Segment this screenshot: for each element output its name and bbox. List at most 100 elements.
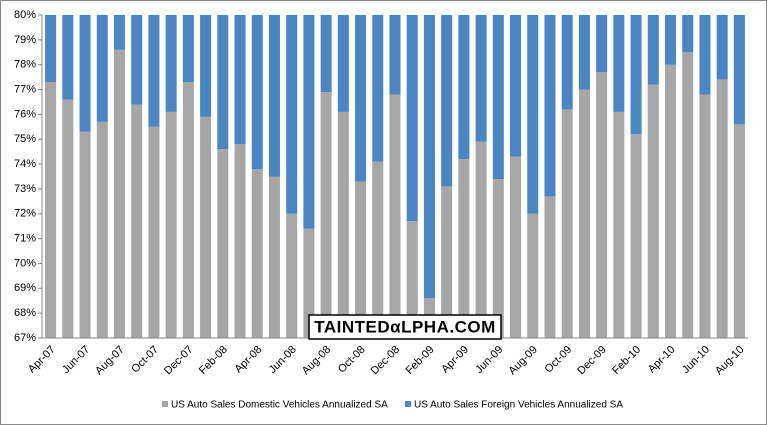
bar-segment (458, 15, 470, 160)
bar-segment (699, 94, 711, 338)
bar-segment (79, 15, 91, 132)
bar-segment (441, 15, 453, 187)
bar-segment (165, 111, 177, 338)
bar-segment (286, 15, 298, 214)
bar-segment (286, 213, 298, 338)
bar-segment (492, 178, 504, 338)
bar-segment (510, 15, 522, 157)
bar-segment (527, 15, 539, 214)
bar-segment (45, 15, 57, 83)
bar-segment (613, 111, 625, 338)
bar-segment (217, 149, 229, 338)
bar-segment (355, 15, 367, 182)
bar-segment (492, 15, 504, 179)
bar-segment (630, 134, 642, 338)
y-tick-label: 80% (14, 9, 36, 21)
bar-segment (45, 82, 57, 338)
bar-segment (165, 15, 177, 112)
bar-segment (320, 92, 332, 338)
bar-segment (62, 15, 74, 100)
y-tick-label: 76% (14, 108, 36, 120)
y-tick-label: 67% (14, 332, 36, 344)
bar-segment (544, 196, 556, 338)
bar-segment (630, 15, 642, 135)
bar-segment (303, 15, 315, 229)
bar-segment (234, 15, 246, 145)
y-tick-label: 69% (14, 282, 36, 294)
bar-segment (320, 15, 332, 93)
bar-segment (510, 156, 522, 338)
bar-segment (716, 15, 728, 80)
bar-segment (406, 15, 418, 222)
plot-area (45, 15, 745, 338)
bar-segment (148, 15, 160, 127)
bar-segment (372, 161, 384, 338)
bar-segment (578, 89, 590, 338)
bar-segment (182, 15, 194, 83)
bar-segment (234, 144, 246, 338)
y-tick-label: 78% (14, 59, 36, 71)
bar-segment (647, 15, 659, 85)
bar-segment (355, 181, 367, 338)
bar-segment (733, 124, 745, 338)
legend-label: US Auto Sales Foreign Vehicles Annualize… (414, 400, 623, 411)
y-tick-label: 71% (14, 233, 36, 245)
bar-segment (578, 15, 590, 90)
bar-segment (441, 186, 453, 338)
y-tick-label: 68% (14, 307, 36, 319)
bar-segment (733, 15, 745, 125)
bar-segment (613, 15, 625, 112)
bar-segment (113, 15, 125, 50)
bar-segment (131, 15, 143, 105)
bar-segment (647, 84, 659, 338)
y-tick-label: 75% (14, 133, 36, 145)
bar-segment (268, 15, 280, 177)
bar-segment (596, 15, 608, 73)
bar-segment (527, 213, 539, 338)
bar-segment (596, 72, 608, 338)
bar-segment (268, 176, 280, 338)
bar-segment (389, 94, 401, 338)
bar-segment (337, 15, 349, 112)
y-tick-label: 77% (14, 83, 36, 95)
bar-segment (665, 64, 677, 338)
bar-segment (113, 49, 125, 338)
bar-segment (200, 15, 212, 117)
bar-segment (716, 79, 728, 338)
bar-segment (389, 15, 401, 95)
bar-segment (372, 15, 384, 162)
bar-segment (148, 126, 160, 338)
bar-segment (458, 159, 470, 338)
y-tick-label: 79% (14, 34, 36, 46)
bar-segment (682, 15, 694, 53)
legend-label: US Auto Sales Domestic Vehicles Annualiz… (171, 400, 388, 411)
bar-segment (337, 111, 349, 338)
bar-segment (251, 15, 263, 170)
bar-segment (561, 15, 573, 110)
bar-segment (423, 15, 435, 299)
y-tick-label: 73% (14, 183, 36, 195)
bar-segment (96, 121, 108, 338)
y-tick-label: 74% (14, 158, 36, 170)
bar-segment (406, 221, 418, 338)
watermark: TAINTEDαLPHA.COM (314, 317, 496, 336)
bar-segment (699, 15, 711, 95)
bar-segment (79, 131, 91, 338)
y-tick-label: 70% (14, 257, 36, 269)
bar-segment (200, 116, 212, 338)
bar-segment (131, 104, 143, 338)
bar-segment (665, 15, 677, 65)
y-tick-label: 72% (14, 208, 36, 220)
bar-segment (251, 169, 263, 338)
bar-segment (475, 15, 487, 142)
bar-segment (217, 15, 229, 150)
legend-swatch (162, 401, 168, 407)
bar-segment (544, 15, 556, 197)
bar-segment (682, 52, 694, 338)
bar-segment (561, 109, 573, 338)
bar-segment (96, 15, 108, 122)
legend-swatch (405, 401, 411, 407)
watermark-box (308, 314, 502, 340)
